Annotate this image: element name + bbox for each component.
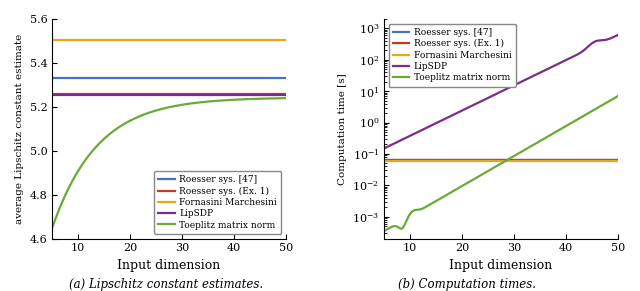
LipSDP xyxy=(541,69,548,72)
Toeplitz matrix norm xyxy=(475,175,483,178)
Y-axis label: Computation time [s]: Computation time [s] xyxy=(337,73,346,185)
LipSDP xyxy=(22,94,30,97)
Toeplitz matrix norm xyxy=(282,96,290,100)
LipSDP xyxy=(614,33,621,37)
LipSDP xyxy=(475,101,483,104)
Text: (a) Lipschitz constant estimates.: (a) Lipschitz constant estimates. xyxy=(69,278,264,291)
Toeplitz matrix norm xyxy=(541,136,548,140)
Line: Toeplitz matrix norm: Toeplitz matrix norm xyxy=(52,98,286,228)
Toeplitz matrix norm xyxy=(614,94,621,98)
Legend: Roesser sys. [47], Roesser sys. (Ex. 1), Fornasini Marchesini, LipSDP, Toeplitz : Roesser sys. [47], Roesser sys. (Ex. 1),… xyxy=(388,24,516,87)
Toeplitz matrix norm xyxy=(380,229,388,233)
Legend: Roesser sys. [47], Roesser sys. (Ex. 1), Fornasini Marchesini, LipSDP, Toeplitz : Roesser sys. [47], Roesser sys. (Ex. 1),… xyxy=(154,171,282,234)
Toeplitz matrix norm xyxy=(567,122,575,125)
Toeplitz matrix norm xyxy=(563,124,570,127)
LipSDP xyxy=(483,97,491,100)
Line: Toeplitz matrix norm: Toeplitz matrix norm xyxy=(384,96,618,231)
Roesser sys. [47] xyxy=(28,77,35,80)
LipSDP xyxy=(28,94,35,97)
Fornasini Marchesini xyxy=(355,159,362,162)
Fornasini Marchesini xyxy=(28,38,35,42)
Fornasini Marchesini xyxy=(22,38,30,42)
Roesser sys. (Ex. 1) xyxy=(360,159,367,162)
LipSDP xyxy=(567,56,575,60)
X-axis label: Input dimension: Input dimension xyxy=(117,259,221,272)
Toeplitz matrix norm xyxy=(49,226,56,230)
Toeplitz matrix norm xyxy=(404,216,412,219)
LipSDP xyxy=(563,58,570,62)
Roesser sys. [47] xyxy=(22,77,30,80)
Fornasini Marchesini xyxy=(360,159,367,162)
Toeplitz matrix norm xyxy=(235,98,243,101)
Toeplitz matrix norm xyxy=(72,173,80,176)
Text: (b) Computation times.: (b) Computation times. xyxy=(398,278,536,291)
Toeplitz matrix norm xyxy=(483,170,491,173)
Roesser sys. (Ex. 1) xyxy=(28,92,35,96)
Y-axis label: average Lipschitz constant estimate: average Lipschitz constant estimate xyxy=(15,34,24,224)
Roesser sys. [47] xyxy=(360,158,367,162)
Toeplitz matrix norm xyxy=(209,100,216,103)
Roesser sys. (Ex. 1) xyxy=(355,159,362,162)
Toeplitz matrix norm xyxy=(143,112,150,115)
Roesser sys. (Ex. 1) xyxy=(22,92,30,96)
Toeplitz matrix norm xyxy=(230,98,238,102)
LipSDP xyxy=(404,135,412,139)
Line: LipSDP: LipSDP xyxy=(384,35,618,148)
LipSDP xyxy=(380,147,388,150)
Toeplitz matrix norm xyxy=(151,109,159,113)
Roesser sys. [47] xyxy=(355,158,362,162)
X-axis label: Input dimension: Input dimension xyxy=(449,259,552,272)
